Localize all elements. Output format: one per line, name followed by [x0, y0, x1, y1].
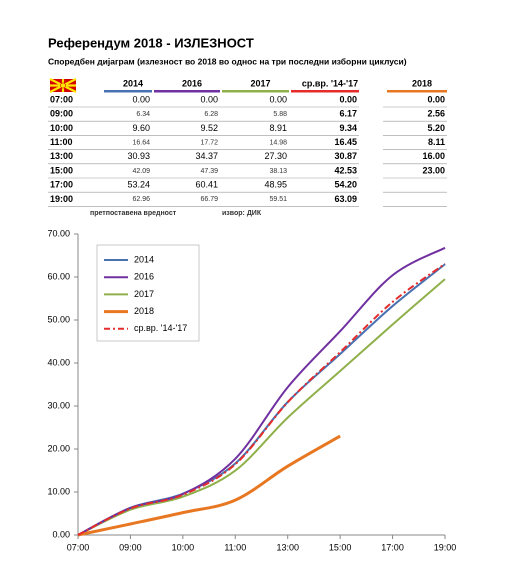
- column-underline: [291, 90, 359, 93]
- cell: 5.88: [273, 111, 287, 118]
- cell: 34.37: [195, 151, 218, 161]
- row-label: 11:00: [50, 137, 73, 147]
- column-underline: [387, 90, 447, 93]
- x-tick-label: 19:00: [434, 542, 457, 552]
- legend-label: 2017: [134, 289, 154, 299]
- row-label: 07:00: [50, 94, 73, 104]
- cell: 59.51: [269, 196, 287, 203]
- x-tick-label: 11:00: [224, 542, 246, 552]
- cell: 27.30: [264, 151, 287, 161]
- column-underline: [154, 90, 220, 93]
- cell: 60.41: [195, 180, 218, 190]
- cell: 16.00: [422, 151, 445, 161]
- cell: 6.17: [339, 109, 357, 119]
- x-tick-label: 09:00: [119, 542, 142, 552]
- y-tick-label: 0.00: [52, 529, 70, 539]
- y-tick-label: 20.00: [47, 443, 70, 453]
- cell: 2.56: [427, 109, 445, 119]
- legend-label: 2016: [134, 272, 154, 282]
- cell: 54.20: [334, 180, 357, 190]
- cell: 16.64: [132, 139, 150, 146]
- x-tick-label: 10:00: [172, 542, 195, 552]
- flag: [49, 78, 77, 93]
- cell: 42.53: [334, 165, 357, 175]
- row-label: 17:00: [50, 180, 73, 190]
- cell: 9.34: [339, 123, 357, 133]
- column-underline: [104, 90, 152, 93]
- cell: 63.09: [334, 194, 357, 204]
- x-tick-label: 17:00: [381, 542, 404, 552]
- title: Референдум 2018 - ИЗЛЕЗНОСТ: [48, 35, 254, 50]
- cell: 9.52: [200, 123, 218, 133]
- cell: 6.28: [204, 111, 218, 118]
- cell: 0.00: [269, 94, 287, 104]
- column-header: 2017: [250, 78, 270, 88]
- cell: 30.93: [127, 151, 150, 161]
- cell: 6.34: [136, 111, 150, 118]
- x-tick-label: 13:00: [276, 542, 299, 552]
- series-line: [77, 434, 341, 537]
- cell: 42.09: [132, 168, 150, 175]
- row-label: 19:00: [50, 194, 73, 204]
- x-tick-label: 07:00: [67, 542, 90, 552]
- cell: 53.24: [127, 180, 150, 190]
- row-label: 10:00: [50, 123, 73, 133]
- y-tick-label: 40.00: [47, 357, 70, 367]
- cell: 0.00: [427, 94, 445, 104]
- y-tick-label: 60.00: [47, 271, 70, 281]
- x-tick-label: 15:00: [329, 542, 352, 552]
- cell: 5.20: [427, 123, 445, 133]
- cell: 30.87: [334, 151, 357, 161]
- cell: 8.11: [428, 137, 445, 147]
- row-label: 09:00: [50, 109, 73, 119]
- cell: 38.13: [269, 168, 287, 175]
- y-tick-label: 70.00: [47, 228, 70, 238]
- cell: 47.39: [200, 168, 218, 175]
- cell: 0.00: [339, 94, 357, 104]
- cell: 17.72: [200, 139, 218, 146]
- note: извор: ДИК: [222, 210, 262, 217]
- column-header: ср.вр. '14-'17: [302, 78, 358, 88]
- subtitle: Споредбен дијаграм (излезност во 2018 во…: [48, 56, 407, 66]
- cell: 8.91: [269, 123, 287, 133]
- cell: 0.00: [200, 94, 218, 104]
- series-line: [77, 246, 446, 536]
- cell: 62.96: [132, 196, 150, 203]
- y-tick-label: 50.00: [47, 314, 70, 324]
- legend-label: ср.вр. '14-'17: [134, 323, 187, 333]
- y-tick-label: 30.00: [47, 400, 70, 410]
- series-line: [77, 278, 446, 536]
- column-header: 2016: [182, 78, 202, 88]
- row-label: 13:00: [50, 151, 73, 161]
- cell: 0.00: [132, 94, 150, 104]
- note: претпоставена вредност: [90, 210, 177, 217]
- cell: 9.60: [132, 123, 150, 133]
- cell: 23.00: [422, 165, 445, 175]
- column-header: 2014: [123, 78, 143, 88]
- cell: 66.79: [200, 196, 218, 203]
- cell: 48.95: [264, 180, 287, 190]
- y-tick-label: 10.00: [47, 486, 70, 496]
- column-header: 2018: [412, 78, 432, 88]
- legend-label: 2018: [134, 306, 154, 316]
- cell: 14.98: [269, 139, 287, 146]
- legend-label: 2014: [134, 254, 154, 264]
- cell: 16.45: [334, 137, 357, 147]
- row-label: 15:00: [50, 165, 73, 175]
- series-line: [77, 262, 446, 536]
- column-underline: [222, 90, 289, 93]
